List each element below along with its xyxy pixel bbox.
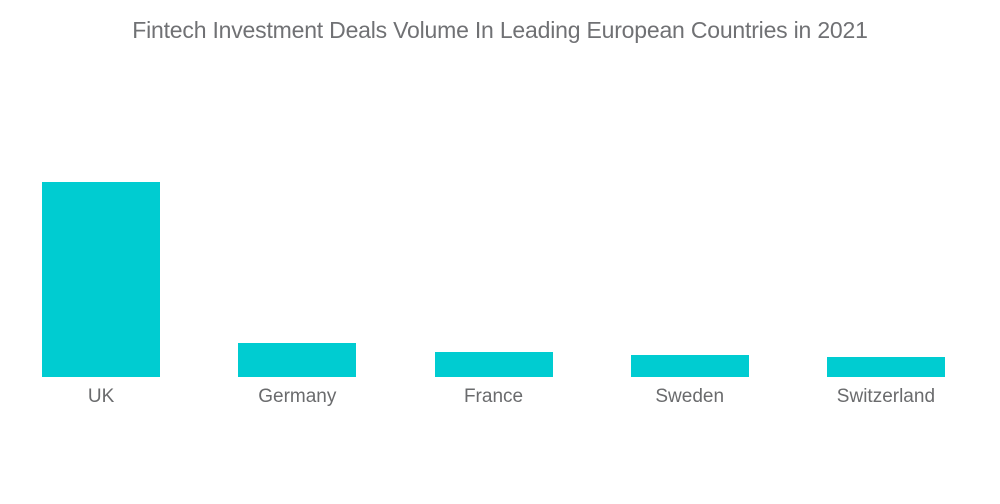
- x-axis-label-uk: UK: [87, 386, 115, 407]
- x-axis-label-france: France: [463, 386, 524, 407]
- bar-slot-sweden: [592, 355, 788, 377]
- x-axis-label-germany: Germany: [258, 386, 337, 407]
- x-axis-label-sweden: Sweden: [655, 386, 725, 407]
- x-axis: UK Germany France Sweden Switzerland: [3, 386, 984, 408]
- plot-area: [3, 0, 984, 377]
- bar-slot-uk: [3, 182, 199, 377]
- bar-slot-france: [395, 352, 591, 377]
- bar-slot-switzerland: [788, 357, 984, 377]
- chart-title: Fintech Investment Deals Volume In Leadi…: [132, 17, 868, 43]
- bar-uk: [42, 182, 161, 377]
- bar-france: [434, 352, 553, 377]
- bar-sweden: [630, 355, 749, 377]
- x-axis-label-switzerland: Switzerland: [836, 386, 936, 407]
- bar-slot-germany: [199, 343, 395, 377]
- bar-switzerland: [826, 357, 945, 377]
- bar-germany: [238, 343, 357, 377]
